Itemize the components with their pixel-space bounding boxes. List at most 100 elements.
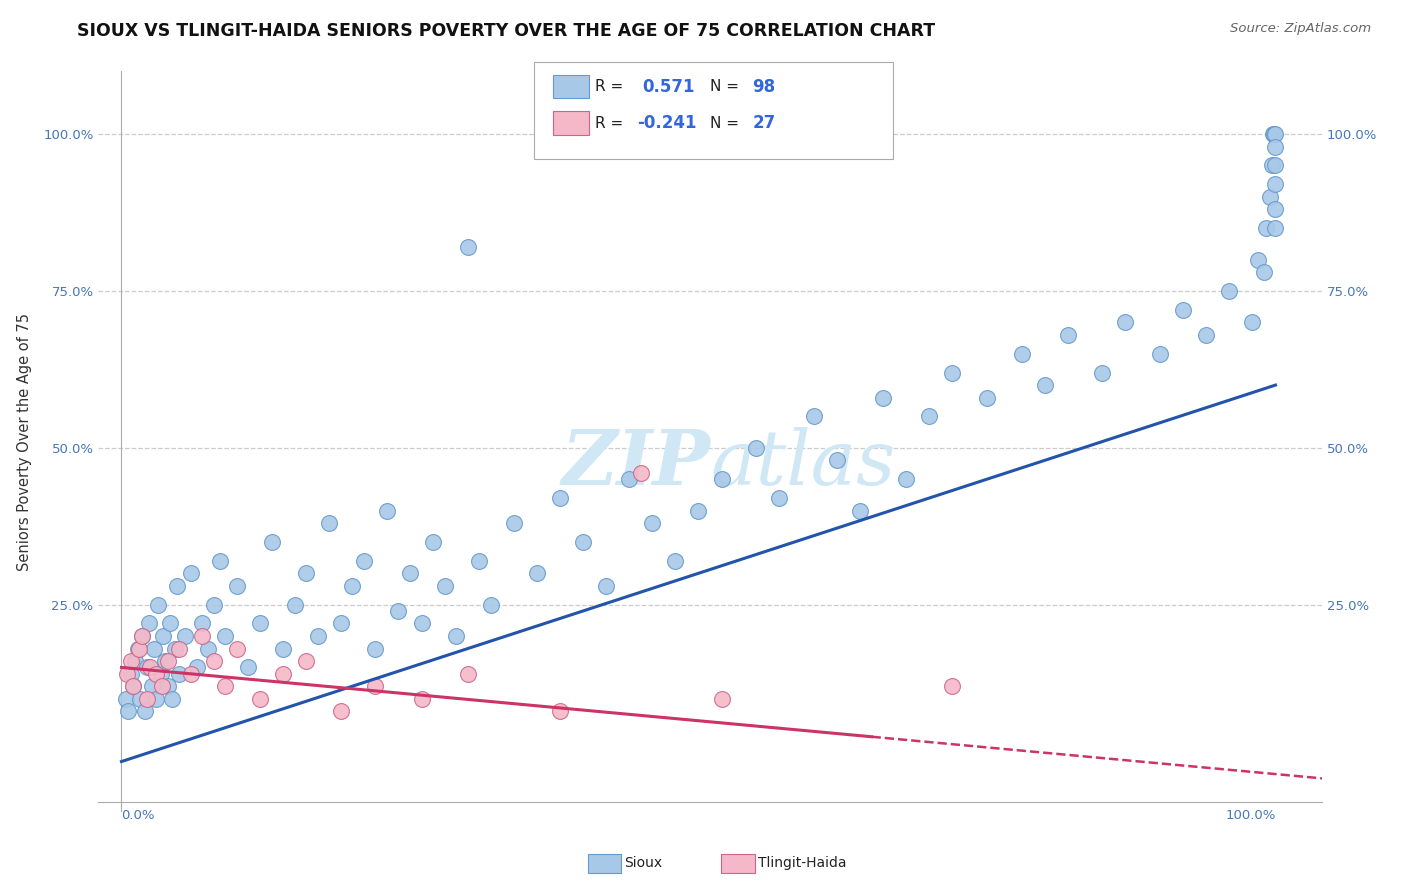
Text: 100.0%: 100.0% bbox=[1225, 808, 1275, 822]
Point bbox=[976, 391, 998, 405]
Point bbox=[225, 641, 247, 656]
Point bbox=[131, 629, 153, 643]
Point bbox=[526, 566, 548, 581]
Point bbox=[595, 579, 617, 593]
Point bbox=[117, 704, 139, 718]
Point bbox=[249, 616, 271, 631]
Point bbox=[141, 679, 163, 693]
Point bbox=[941, 679, 963, 693]
Point bbox=[1263, 127, 1285, 141]
Point bbox=[1241, 315, 1264, 329]
Point bbox=[318, 516, 340, 530]
Point bbox=[186, 660, 208, 674]
Point bbox=[803, 409, 825, 424]
Point bbox=[548, 704, 571, 718]
Point bbox=[135, 691, 157, 706]
Text: -0.241: -0.241 bbox=[637, 114, 696, 132]
Point bbox=[284, 598, 307, 612]
Point bbox=[129, 691, 152, 706]
Point bbox=[630, 466, 652, 480]
Point bbox=[353, 554, 375, 568]
Point bbox=[468, 554, 491, 568]
Point bbox=[202, 598, 225, 612]
Point bbox=[329, 616, 352, 631]
Point bbox=[1253, 265, 1275, 279]
Point bbox=[149, 666, 172, 681]
Text: 98: 98 bbox=[752, 78, 775, 95]
Point bbox=[688, 503, 710, 517]
Point bbox=[145, 691, 167, 706]
Point bbox=[162, 691, 184, 706]
Point bbox=[457, 240, 479, 254]
Point bbox=[295, 566, 318, 581]
Point bbox=[1264, 127, 1286, 141]
Text: R =: R = bbox=[595, 116, 628, 130]
Point bbox=[1056, 327, 1078, 342]
Point bbox=[225, 579, 247, 593]
Point bbox=[849, 503, 872, 517]
Point bbox=[1256, 221, 1278, 235]
Point bbox=[271, 666, 294, 681]
Point bbox=[941, 366, 963, 380]
Point bbox=[411, 616, 433, 631]
Point bbox=[145, 666, 167, 681]
Point bbox=[197, 641, 219, 656]
Point bbox=[1091, 366, 1114, 380]
Text: 27: 27 bbox=[752, 114, 776, 132]
Point bbox=[1261, 159, 1284, 173]
Point bbox=[208, 554, 231, 568]
Text: N =: N = bbox=[710, 79, 744, 94]
Point bbox=[142, 641, 165, 656]
Point bbox=[167, 666, 190, 681]
Point bbox=[128, 641, 150, 656]
Point bbox=[710, 691, 733, 706]
Point bbox=[120, 654, 142, 668]
Point bbox=[825, 453, 848, 467]
Point bbox=[1264, 178, 1286, 192]
Point bbox=[479, 598, 502, 612]
Point bbox=[1263, 127, 1285, 141]
Point bbox=[1033, 378, 1056, 392]
Point bbox=[271, 641, 294, 656]
Point bbox=[152, 629, 174, 643]
Point bbox=[127, 641, 149, 656]
Text: Source: ZipAtlas.com: Source: ZipAtlas.com bbox=[1230, 22, 1371, 36]
Point bbox=[148, 598, 170, 612]
Point bbox=[214, 629, 236, 643]
Point bbox=[167, 641, 190, 656]
Point bbox=[364, 641, 387, 656]
Point bbox=[619, 472, 641, 486]
Point bbox=[399, 566, 422, 581]
Point bbox=[548, 491, 571, 505]
Point bbox=[166, 579, 188, 593]
Point bbox=[135, 660, 157, 674]
Point bbox=[120, 666, 142, 681]
Point bbox=[710, 472, 733, 486]
Point bbox=[872, 391, 894, 405]
Point bbox=[1264, 221, 1286, 235]
Point bbox=[139, 660, 162, 674]
Point bbox=[295, 654, 318, 668]
Point bbox=[1247, 252, 1270, 267]
Point bbox=[307, 629, 329, 643]
Text: SIOUX VS TLINGIT-HAIDA SENIORS POVERTY OVER THE AGE OF 75 CORRELATION CHART: SIOUX VS TLINGIT-HAIDA SENIORS POVERTY O… bbox=[77, 22, 935, 40]
Point bbox=[329, 704, 352, 718]
Text: atlas: atlas bbox=[710, 426, 896, 500]
Point bbox=[117, 666, 139, 681]
Point bbox=[238, 660, 260, 674]
Point bbox=[191, 616, 214, 631]
Point bbox=[444, 629, 467, 643]
Point bbox=[422, 535, 444, 549]
Point bbox=[260, 535, 283, 549]
Point bbox=[131, 629, 153, 643]
Text: Sioux: Sioux bbox=[624, 856, 662, 871]
Point bbox=[159, 616, 181, 631]
Point bbox=[387, 604, 409, 618]
Point bbox=[202, 654, 225, 668]
Point bbox=[768, 491, 790, 505]
Point bbox=[1258, 190, 1281, 204]
Point bbox=[1264, 159, 1286, 173]
Point bbox=[214, 679, 236, 693]
Point bbox=[156, 679, 179, 693]
Text: R =: R = bbox=[595, 79, 633, 94]
